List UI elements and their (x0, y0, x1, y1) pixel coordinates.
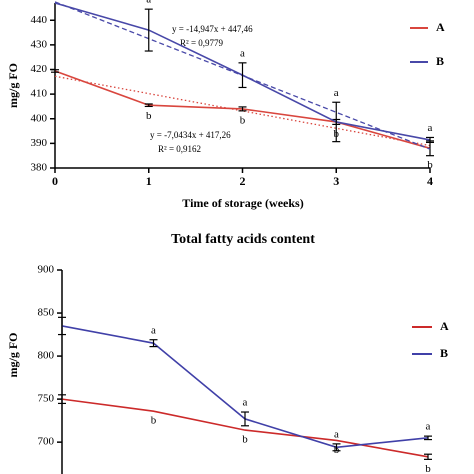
x-tick-label: 1 (146, 174, 152, 188)
y-tick-label: 800 (38, 350, 55, 362)
legend-label: B (440, 346, 448, 360)
legend-label: A (436, 20, 445, 34)
y-tick-label: 430 (31, 38, 48, 50)
trend-r2: R² = 0,9162 (158, 144, 201, 154)
y-tick-label: 400 (31, 112, 48, 124)
significance-letter: a (426, 421, 431, 433)
significance-letter: b (334, 444, 340, 456)
x-axis-label: Time of storage (weeks) (182, 196, 303, 210)
y-tick-label: 380 (31, 162, 48, 174)
y-axis-label: mg/g FO (6, 63, 20, 108)
x-tick-label: 3 (333, 174, 339, 188)
y-tick-label: 850 (38, 307, 55, 319)
significance-letter: a (146, 0, 151, 6)
significance-letter: b (151, 415, 157, 427)
significance-letter: b (240, 114, 246, 126)
trend-equation: y = -14,947x + 447,46 (172, 24, 253, 34)
x-tick-label: 0 (52, 174, 58, 188)
series-line (61, 398, 429, 458)
y-tick-label: 440 (31, 14, 48, 26)
y-tick-label: 410 (31, 88, 48, 100)
legend-label: A (440, 319, 449, 333)
significance-letter: b (146, 110, 152, 122)
significance-letter: b (425, 463, 431, 474)
y-axis-label: mg/g FO (6, 333, 20, 378)
significance-letter: b (242, 434, 248, 446)
y-tick-label: 420 (31, 63, 48, 75)
y-tick-label: 390 (31, 137, 48, 149)
significance-letter: a (151, 324, 156, 336)
chart-title: Total fatty acids content (171, 232, 315, 247)
y-tick-label: 750 (38, 393, 55, 405)
significance-letter: a (334, 87, 339, 99)
x-tick-label: 2 (240, 174, 246, 188)
y-tick-label: 700 (38, 436, 55, 448)
y-tick-label: 900 (38, 264, 55, 276)
x-tick-label: 4 (427, 174, 433, 188)
trend-equation: y = -7,0434x + 417,26 (150, 130, 231, 140)
significance-letter: a (428, 122, 433, 134)
significance-letter: b (334, 128, 340, 140)
significance-letter: a (240, 47, 245, 59)
significance-letter: a (243, 397, 248, 409)
significance-letter: b (427, 159, 433, 171)
trend-r2: R² = 0,9779 (180, 38, 224, 48)
significance-letter: a (334, 428, 339, 440)
legend-label: B (436, 54, 444, 68)
series-line (61, 325, 429, 449)
